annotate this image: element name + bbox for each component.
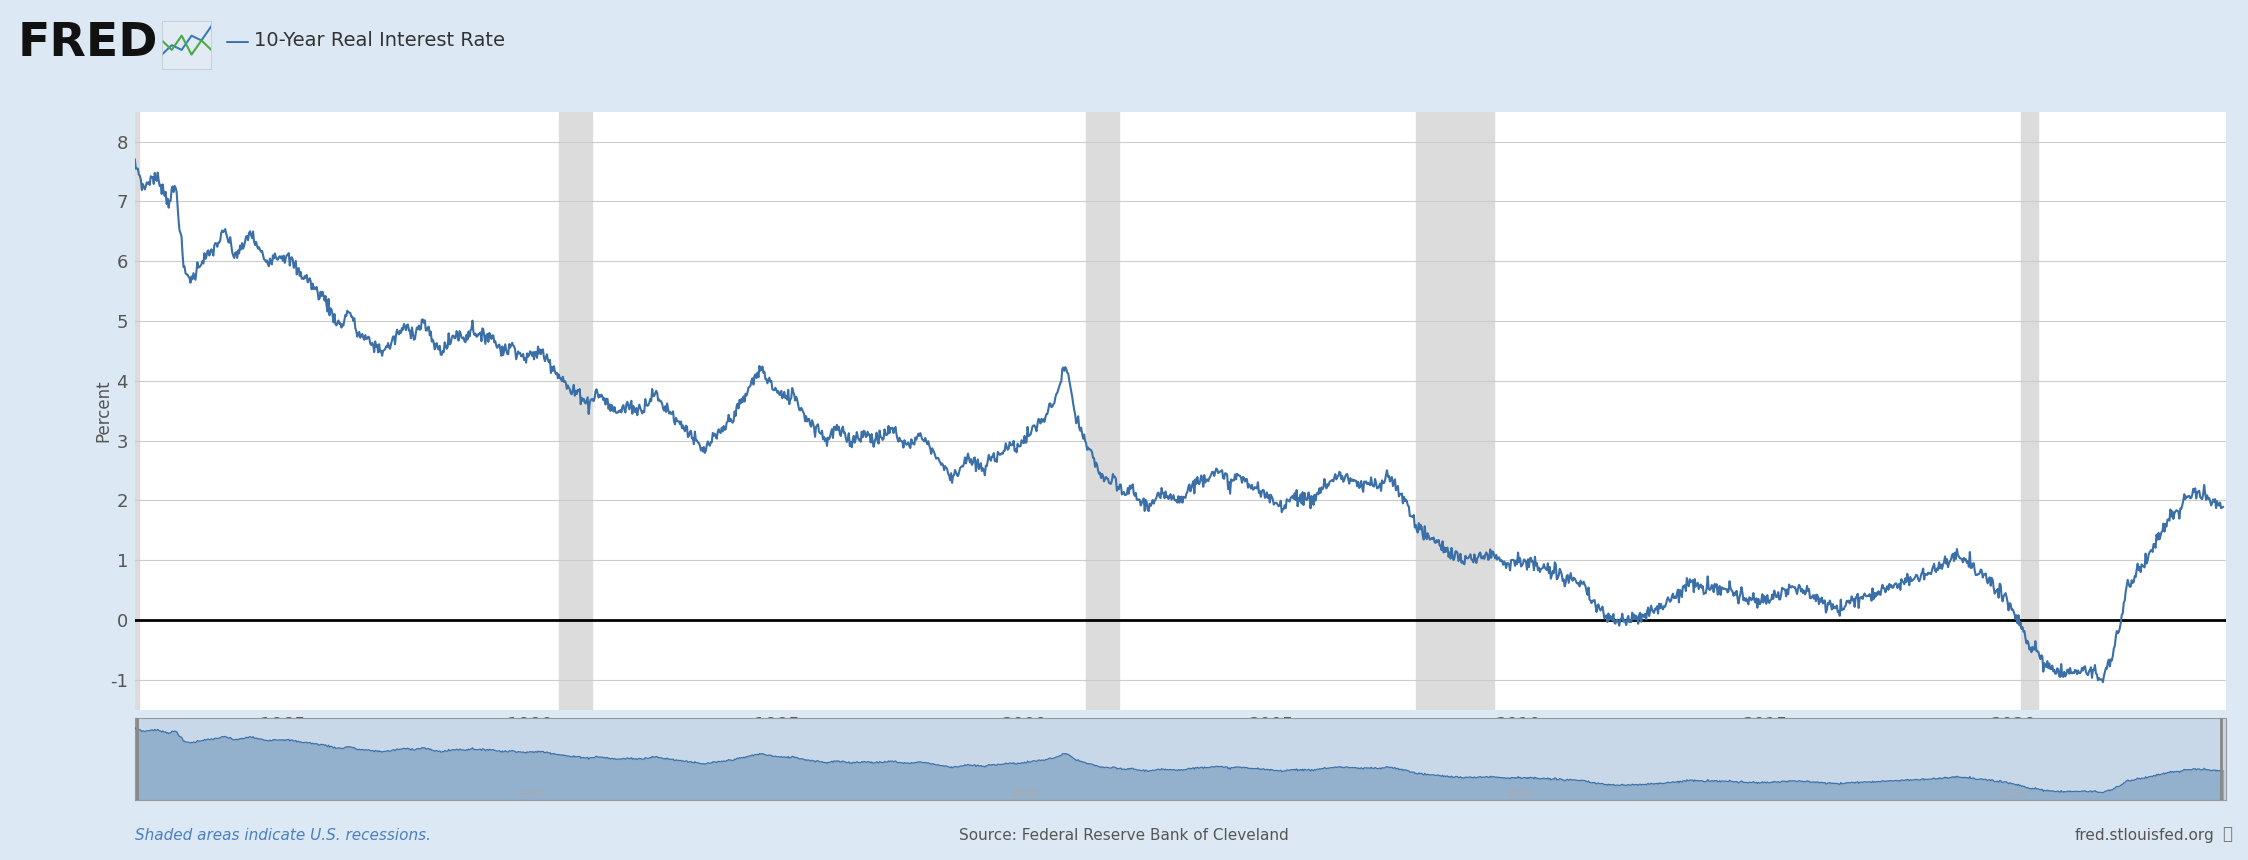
Text: FRED: FRED: [18, 22, 157, 66]
Text: Source: Federal Reserve Bank of Cleveland: Source: Federal Reserve Bank of Clevelan…: [960, 828, 1288, 843]
Text: 10-Year Real Interest Rate: 10-Year Real Interest Rate: [254, 31, 506, 50]
Bar: [1416, 112, 1495, 709]
Bar: [135, 112, 139, 709]
Bar: [1086, 112, 1120, 709]
Text: Shaded areas indicate U.S. recessions.: Shaded areas indicate U.S. recessions.: [135, 828, 432, 843]
Text: —: —: [225, 30, 250, 54]
Text: fred.stlouisfed.org: fred.stlouisfed.org: [2075, 828, 2214, 843]
Text: ⛶: ⛶: [2223, 825, 2232, 843]
Y-axis label: Percent: Percent: [94, 379, 112, 442]
Text: 2000: 2000: [1009, 789, 1039, 800]
Bar: [2021, 112, 2037, 709]
Text: 2010: 2010: [1504, 789, 1533, 800]
Text: 1990: 1990: [517, 789, 544, 800]
Bar: [560, 112, 591, 709]
Text: 2020: 2020: [1998, 789, 2028, 800]
